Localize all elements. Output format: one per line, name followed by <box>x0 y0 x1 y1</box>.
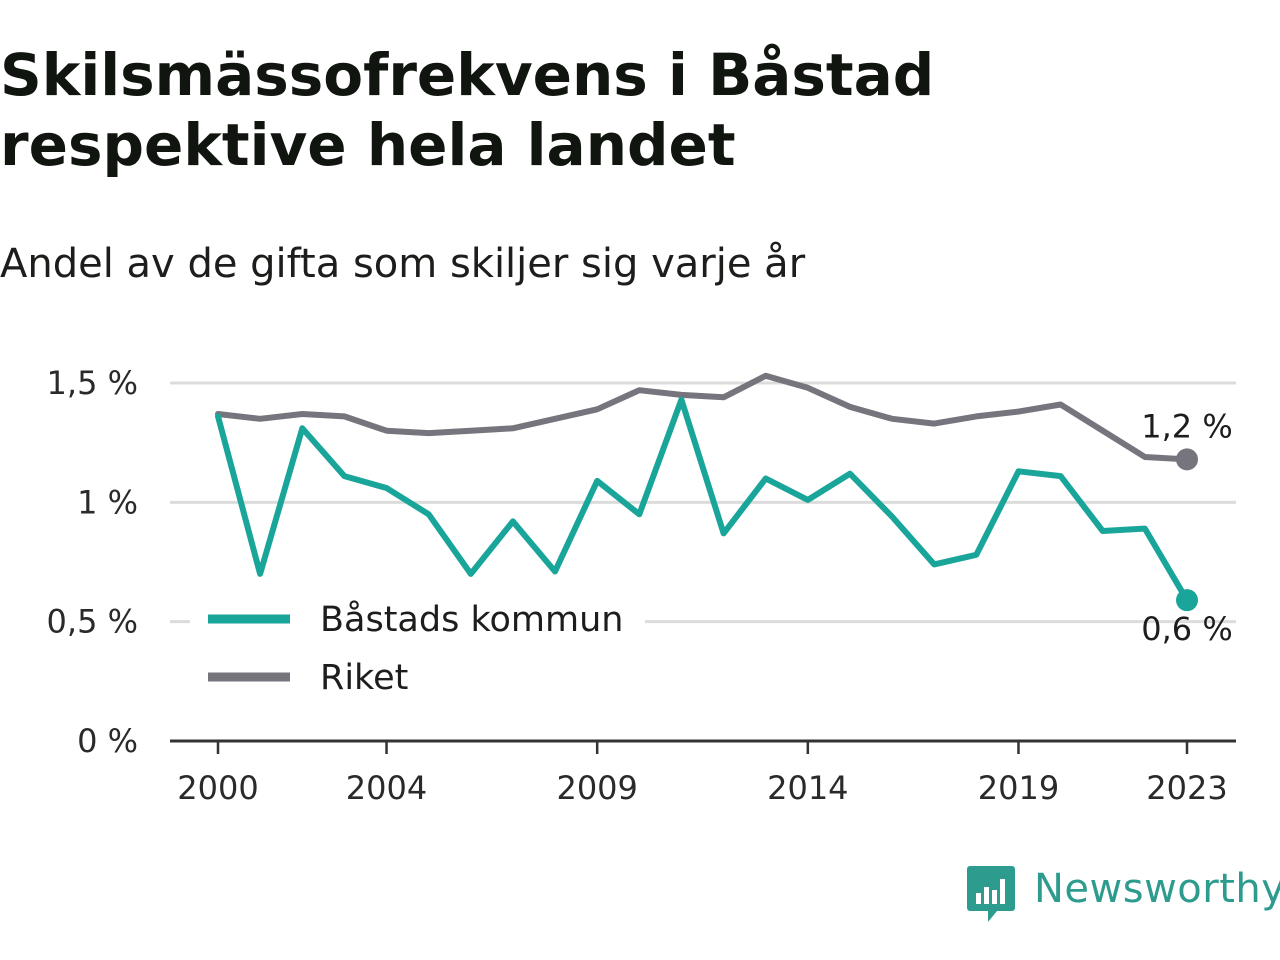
newsworthy-logo-icon <box>967 866 1015 922</box>
end-marker-1 <box>1176 448 1198 471</box>
legend-label: Riket <box>320 658 408 698</box>
end-marker-0 <box>1176 589 1198 612</box>
x-tick-label: 2000 <box>177 769 258 807</box>
grid-lines <box>170 381 1236 624</box>
legend: Båstads kommun Riket <box>190 590 645 710</box>
series-line-1 <box>215 372 1190 463</box>
y-axis: 0 % 0,5 % 1 % 1,5 % <box>47 364 138 760</box>
x-axis: 2000 2004 2009 2014 2019 2023 <box>170 739 1236 807</box>
legend-label: Båstads kommun <box>320 599 623 640</box>
x-tick-label: 2014 <box>767 769 848 807</box>
newsworthy-logo: Newsworthy <box>966 864 1280 924</box>
end-value-label: 0,6 % <box>1141 610 1232 648</box>
series-lines <box>215 372 1190 604</box>
chart-title: Skilsmässofrekvens i Båstad respektive h… <box>0 41 935 179</box>
end-value-label: 1,2 % <box>1141 407 1232 445</box>
x-tick-label: 2004 <box>346 769 427 807</box>
y-tick-label: 0 % <box>77 722 138 760</box>
y-tick-label: 0,5 % <box>47 603 138 641</box>
series-line-0 <box>215 396 1190 604</box>
y-tick-label: 1,5 % <box>47 364 138 402</box>
x-tick-label: 2019 <box>978 769 1059 807</box>
chart-subtitle: Andel av de gifta som skiljer sig varje … <box>0 241 806 287</box>
legend-background <box>190 590 645 710</box>
x-tick-label: 2009 <box>556 769 637 807</box>
end-labels: 1,2 % 0,6 % <box>1141 407 1232 648</box>
x-tick-label: 2023 <box>1146 769 1227 807</box>
newsworthy-logo-text: Newsworthy <box>1034 866 1280 912</box>
y-tick-label: 1 % <box>77 483 138 521</box>
